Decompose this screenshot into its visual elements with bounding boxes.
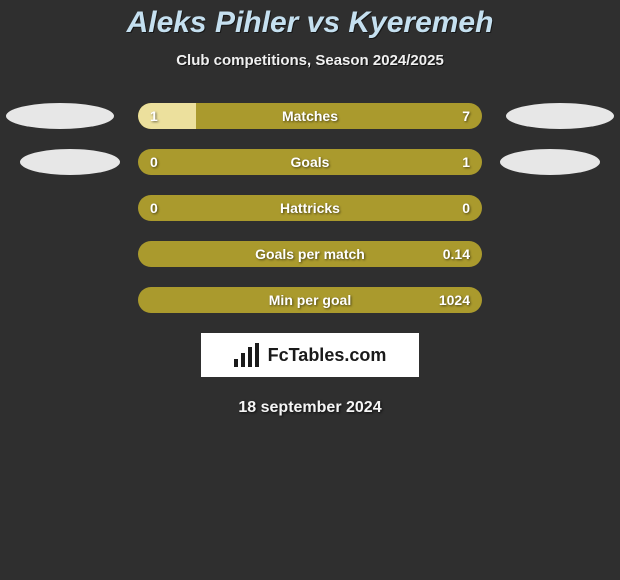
stat-bar: 0 0Hattricks — [138, 195, 482, 221]
stat-label: Hattricks — [138, 195, 482, 221]
stat-row: 0.14Goals per match — [0, 241, 620, 267]
value-right: 0 — [462, 195, 470, 221]
stat-row: 0 0Hattricks — [0, 195, 620, 221]
avatar-placeholder — [500, 149, 600, 175]
brand-logo[interactable]: FcTables.com — [201, 333, 419, 377]
value-left: 0 — [150, 149, 158, 175]
avatar-placeholder — [506, 103, 614, 129]
rows-container: 17Matches01Goals00Hattricks0.14Goals per… — [0, 103, 620, 313]
value-right: 1 — [462, 149, 470, 175]
bar-fill-left — [138, 103, 196, 129]
stat-bar: 0 1Goals — [138, 149, 482, 175]
comparison-chart: Aleks Pihler vs Kyeremeh Club competitio… — [0, 0, 620, 417]
subtitle: Club competitions, Season 2024/2025 — [0, 52, 620, 69]
value-left: 1 — [150, 103, 158, 129]
value-left: 0 — [150, 195, 158, 221]
stat-row: 0 1Goals — [0, 149, 620, 175]
value-right: 0.14 — [443, 241, 470, 267]
bar-chart-icon — [234, 343, 262, 367]
stat-label: Goals — [138, 149, 482, 175]
date-label: 18 september 2024 — [0, 399, 620, 417]
stat-label: Min per goal — [138, 287, 482, 313]
stat-bar: 17Matches — [138, 103, 482, 129]
value-right: 7 — [462, 103, 470, 129]
stat-bar: 0.14Goals per match — [138, 241, 482, 267]
avatar-placeholder — [6, 103, 114, 129]
stat-row: 17Matches — [0, 103, 620, 129]
brand-text: FcTables.com — [268, 345, 387, 366]
value-right: 1024 — [439, 287, 470, 313]
stat-bar: 1024Min per goal — [138, 287, 482, 313]
avatar-placeholder — [20, 149, 120, 175]
stat-label: Goals per match — [138, 241, 482, 267]
page-title: Aleks Pihler vs Kyeremeh — [0, 6, 620, 40]
stat-row: 1024Min per goal — [0, 287, 620, 313]
